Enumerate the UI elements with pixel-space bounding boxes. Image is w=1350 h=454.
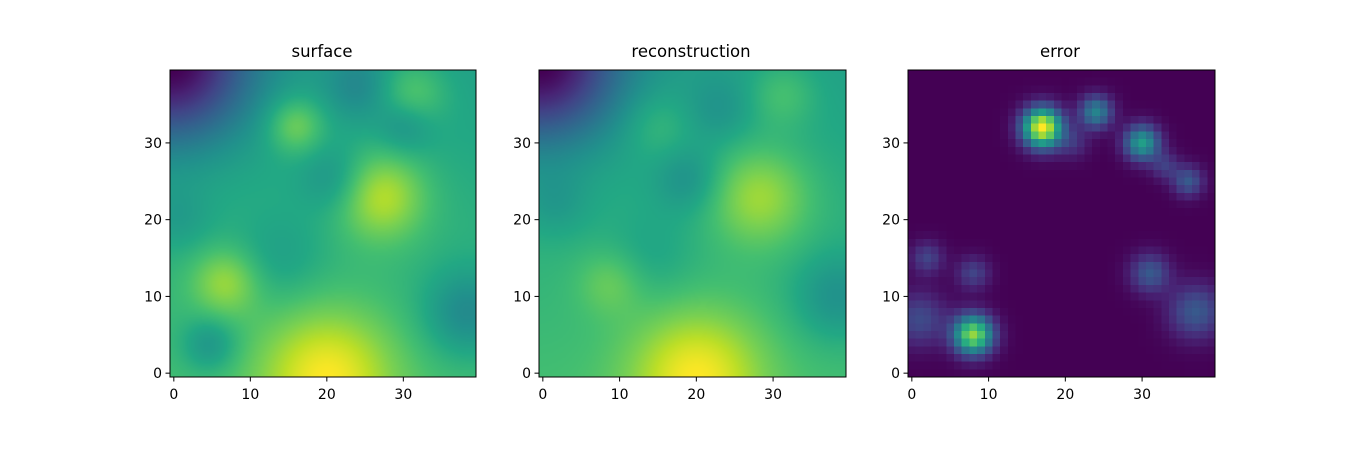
panel-title: surface [292, 42, 353, 61]
axis-ticks: 0 10 20 30 0 10 20 30 [513, 136, 782, 403]
x-tick-label: 20 [687, 387, 705, 403]
panel-reconstruction: reconstruction 0 10 20 30 0 10 20 30 [513, 42, 847, 403]
panel-title: error [1040, 42, 1080, 61]
y-tick-label: 20 [882, 213, 900, 229]
axis-ticks: 0 10 20 30 0 10 20 30 [882, 136, 1151, 403]
y-tick-label: 0 [153, 366, 162, 382]
x-tick-label: 0 [169, 387, 178, 403]
x-tick-label: 30 [764, 387, 782, 403]
y-tick-label: 20 [144, 213, 162, 229]
axes-frame [538, 69, 847, 378]
y-tick-label: 10 [513, 289, 531, 305]
heatmap-image [539, 70, 846, 377]
x-tick-label: 0 [538, 387, 547, 403]
y-tick-label: 20 [513, 213, 531, 229]
y-tick-label: 10 [144, 289, 162, 305]
panel-surface: surface 0 10 20 30 0 10 20 30 [144, 42, 477, 403]
heatmap-image [908, 70, 1215, 377]
axes-frame [907, 69, 1216, 378]
y-tick-label: 30 [144, 136, 162, 152]
heatmap-image [170, 70, 476, 377]
x-tick-label: 20 [1056, 387, 1074, 403]
x-tick-label: 30 [394, 387, 412, 403]
axes-frame [169, 69, 477, 378]
x-tick-label: 30 [1133, 387, 1151, 403]
y-tick-label: 30 [882, 136, 900, 152]
x-tick-label: 20 [318, 387, 336, 403]
panel-error: error 0 10 20 30 0 10 20 30 [882, 42, 1216, 403]
x-tick-label: 0 [907, 387, 916, 403]
y-tick-label: 10 [882, 289, 900, 305]
x-tick-label: 10 [241, 387, 259, 403]
x-tick-label: 10 [980, 387, 998, 403]
y-tick-label: 30 [513, 136, 531, 152]
x-tick-label: 10 [611, 387, 629, 403]
panel-title: reconstruction [631, 42, 750, 61]
y-tick-label: 0 [891, 366, 900, 382]
y-tick-label: 0 [522, 366, 531, 382]
axis-ticks: 0 10 20 30 0 10 20 30 [144, 136, 412, 403]
